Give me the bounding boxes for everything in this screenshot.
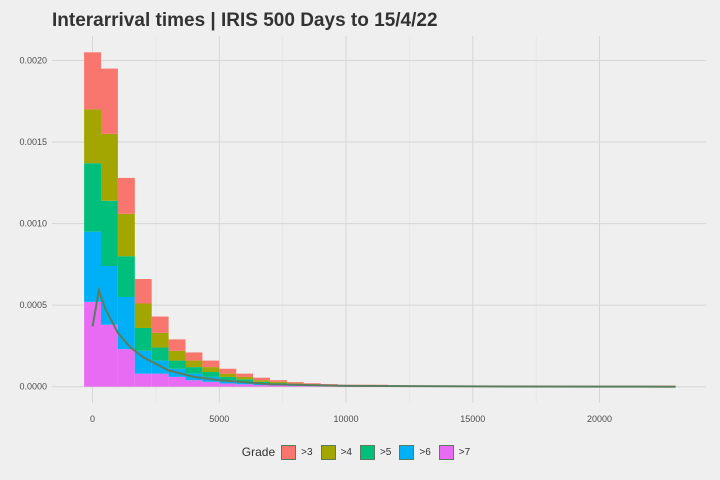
bar-segment xyxy=(253,380,270,382)
x-tick-label: 10000 xyxy=(334,414,359,424)
bar-segment xyxy=(151,316,169,333)
density-curve xyxy=(91,286,676,388)
legend-swatch xyxy=(438,444,454,460)
bar-segment xyxy=(286,382,304,384)
bar-segment xyxy=(270,381,287,384)
bar-segment xyxy=(219,376,237,381)
bar-segment xyxy=(236,379,254,382)
legend-item: >3 xyxy=(281,444,313,460)
legend-item: >5 xyxy=(359,444,392,460)
y-tick-label: 0.0010 xyxy=(19,219,47,229)
legend-swatch xyxy=(281,444,297,460)
bar-segment xyxy=(202,367,220,373)
bar-segment xyxy=(270,385,287,387)
legend-label: >5 xyxy=(379,446,392,458)
bar-segment xyxy=(151,332,169,348)
legend: Grade >3 >4 >5 >6 >7 xyxy=(0,440,720,464)
bar-segment xyxy=(286,385,304,387)
bar-segment xyxy=(134,373,152,387)
bar-segment xyxy=(202,381,220,387)
y-tick-label: 0.0005 xyxy=(19,300,47,310)
bar-segment xyxy=(168,360,186,369)
x-tick-label: 20000 xyxy=(587,414,612,424)
bar-segment xyxy=(84,109,101,164)
legend-swatch xyxy=(399,444,415,460)
x-tick-label: 5000 xyxy=(209,414,229,424)
bar-segment xyxy=(219,383,237,387)
bar-segment xyxy=(134,350,152,374)
x-tick-label: 15000 xyxy=(460,414,485,424)
bar-segment xyxy=(117,256,135,297)
bar-segment xyxy=(84,231,101,302)
bar-segment xyxy=(117,177,135,214)
bar-segment xyxy=(303,383,321,385)
bar-segment xyxy=(253,385,270,387)
bar-segment xyxy=(185,352,203,361)
legend-label: >6 xyxy=(419,446,431,458)
bar-segment xyxy=(320,384,338,385)
bar-segment xyxy=(134,279,152,304)
bar-segment xyxy=(253,377,270,381)
y-tick-label: 0.0020 xyxy=(19,55,47,65)
bar-segment xyxy=(270,380,287,382)
legend-label: >7 xyxy=(458,446,471,458)
bar-segment xyxy=(236,373,254,377)
x-tick-label: 0 xyxy=(90,414,95,424)
bar-segment xyxy=(84,301,101,387)
bar-segment xyxy=(219,373,237,377)
legend-item: >7 xyxy=(438,444,471,460)
y-tick-label: 0.0015 xyxy=(19,137,47,147)
legend-item: >6 xyxy=(399,444,431,460)
histogram-plot: 0 5000 10000 15000 20000 0.0000 0.0005 0.0010 0.… xyxy=(19,36,706,424)
bar-segment xyxy=(219,368,237,374)
bar-segment xyxy=(168,339,186,351)
y-tick-label: 0.0000 xyxy=(19,382,47,392)
bar-segment xyxy=(117,349,135,387)
bar-segment xyxy=(185,367,203,374)
legend-title: Grade xyxy=(241,445,276,459)
bar-segment xyxy=(303,386,321,387)
legend-swatch xyxy=(320,444,336,460)
bar-segment xyxy=(151,347,169,361)
bar-segment xyxy=(134,327,152,351)
bar-segment xyxy=(100,68,118,134)
bar-segment xyxy=(202,360,220,368)
bar-segment xyxy=(168,350,186,361)
bar-segment xyxy=(185,380,203,387)
bar-segment xyxy=(84,52,101,110)
legend-label: >3 xyxy=(301,446,313,458)
bar-segment xyxy=(117,213,135,257)
legend-swatch xyxy=(359,444,375,460)
bar-segment xyxy=(168,376,186,387)
bar-segment xyxy=(84,163,101,232)
bar-segment xyxy=(202,372,220,377)
bar-segment xyxy=(236,384,254,387)
bar-segment xyxy=(100,133,118,201)
legend-label: >4 xyxy=(340,446,352,458)
bar-segment xyxy=(151,373,169,387)
bar-segment xyxy=(236,376,254,380)
bar-segment xyxy=(100,200,118,266)
bar-segment xyxy=(134,303,152,328)
bar-segment xyxy=(100,324,118,387)
bar-segment xyxy=(117,296,135,350)
bar-segment xyxy=(185,360,203,368)
legend-item: >4 xyxy=(320,444,352,460)
chart-title: Interarrival times | IRIS 500 Days to 15… xyxy=(52,10,438,31)
